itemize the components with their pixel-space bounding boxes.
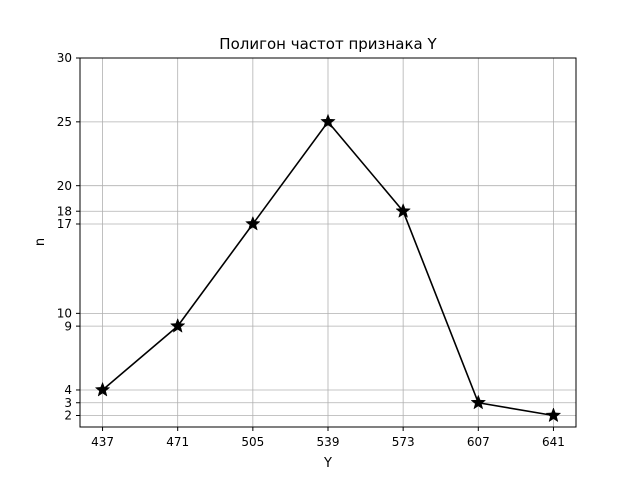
grid-lines: [80, 57, 576, 427]
data-point-star-marker: [320, 113, 336, 129]
chart-title: Полигон частот признака Y: [219, 35, 437, 53]
y-tick-label: 9: [64, 319, 72, 333]
data-point-star-marker: [169, 317, 186, 333]
y-tick-label: 17: [57, 217, 72, 231]
data-point-star-marker: [470, 394, 487, 410]
x-tick-label: 573: [392, 435, 415, 449]
data-point-star-marker: [94, 381, 111, 397]
data-point-star-marker: [545, 407, 562, 423]
y-tick-label: 4: [64, 383, 72, 397]
x-tick-label: 641: [542, 435, 565, 449]
y-tick-label: 20: [57, 179, 72, 193]
x-tick-label: 437: [91, 435, 114, 449]
x-tick-label: 539: [317, 435, 340, 449]
series-layer: [94, 113, 562, 423]
data-point-star-marker: [245, 215, 261, 231]
x-tick-label: 505: [241, 435, 264, 449]
y-tick-label: 18: [57, 204, 72, 218]
x-tick-label: 471: [166, 435, 189, 449]
y-tick-label: 30: [57, 51, 72, 65]
data-point-star-marker: [395, 203, 411, 218]
x-axis-label: Y: [323, 456, 332, 471]
x-tick-label: 607: [467, 435, 490, 449]
y-tick-label: 25: [57, 115, 72, 129]
y-tick-label: 3: [64, 396, 72, 410]
y-axis-label: n: [33, 238, 48, 246]
y-tick-label: 2: [64, 409, 72, 423]
y-tick-label: 10: [57, 307, 72, 321]
